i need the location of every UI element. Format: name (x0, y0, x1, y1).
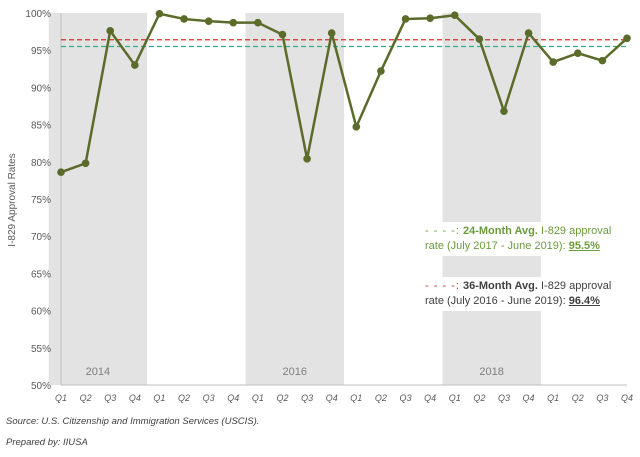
y-tick-label: 55% (31, 344, 51, 355)
x-tick-label: Q1 (153, 393, 165, 403)
y-tick-label: 100% (25, 9, 51, 20)
data-point (377, 67, 385, 75)
data-point (573, 49, 582, 57)
data-series (57, 9, 631, 177)
x-tick-label: Q3 (498, 393, 510, 403)
x-tick-label: Q3 (400, 393, 412, 403)
x-tick-label: Q3 (301, 393, 313, 403)
data-point (254, 18, 262, 27)
x-axis: Q1 Q2 Q3 Q4 Q1 Q2 Q3 Q4 Q1 Q2 Q3 Q4 Q1 Q2 Q3 Q4 Q1 Q2 Q3 Q4… (55, 384, 633, 403)
y-tick-label: 60% (31, 307, 51, 318)
x-tick-label: Q1 (55, 393, 67, 403)
legend-36-dash: - - - -: (425, 280, 460, 292)
year-band-label: 2016 (283, 366, 307, 378)
data-point (180, 15, 188, 23)
data-point (598, 56, 607, 65)
y-tick-label: 80% (31, 158, 51, 169)
x-tick-label: Q1 (449, 393, 461, 403)
data-point (303, 155, 311, 163)
x-tick-label: Q4 (424, 393, 436, 403)
y-tick-label: 85% (31, 121, 51, 132)
data-point (106, 27, 115, 35)
x-tick-label: Q4 (523, 393, 535, 403)
data-point (327, 29, 336, 37)
x-tick-label: Q3 (596, 393, 608, 403)
data-point (278, 30, 287, 39)
y-tick-label: 65% (31, 269, 51, 280)
y-axis: 50% 55% 60% 65% 70% 75% 80% 85% 90% 95% 100% (25, 9, 62, 392)
y-tick-label: 90% (31, 83, 51, 94)
x-tick-label: Q1 (350, 393, 362, 403)
approval-rate-chart: 2014 2016 2018 50% 55% 60% 65% 70% 75% 80% 85% 90%… (7, 9, 633, 403)
year-band (442, 13, 541, 385)
data-point (450, 11, 459, 20)
year-bands: 2014 2016 2018 (48, 13, 541, 385)
x-tick-label: Q2 (80, 393, 92, 403)
legend-24-dash: - - - -: (425, 225, 460, 237)
data-point (549, 58, 557, 66)
x-tick-label: Q2 (178, 393, 190, 403)
data-point (426, 14, 434, 23)
data-point (57, 168, 65, 177)
y-tick-label: 95% (31, 46, 51, 57)
legend-24-text: I-829 approval rate (July 2017 - June 20… (425, 225, 612, 252)
x-tick-label: Q2 (572, 393, 584, 403)
legend-36-value: 96.4% (568, 295, 600, 307)
x-tick-label: Q3 (104, 393, 116, 403)
x-tick-label: Q2 (276, 393, 288, 403)
series-line (60, 12, 628, 174)
data-point (623, 34, 631, 43)
x-tick-label: Q1 (547, 393, 559, 403)
x-tick-label: Q3 (203, 393, 215, 403)
data-point (204, 17, 213, 25)
data-point (524, 29, 533, 37)
x-tick-label: Q4 (227, 393, 239, 403)
x-tick-label: Q4 (621, 393, 633, 403)
data-point (352, 123, 361, 131)
data-point (81, 159, 90, 168)
legend-24-month-average: - - - -: 24-Month Avg. I-829 approval ra… (421, 222, 633, 256)
data-point (475, 35, 484, 43)
data-point (131, 61, 139, 69)
year-band-label: 2014 (86, 366, 110, 378)
data-point (229, 18, 238, 27)
y-tick-label: 50% (31, 381, 51, 392)
data-point (401, 15, 410, 23)
source-note: Source: U.S. Citizenship and Immigration… (6, 416, 260, 427)
prepared-by-note: Prepared by: IIUSA (6, 437, 88, 448)
legend-36-month-average: - - - -: 36-Month Avg. I-829 approval ra… (421, 277, 633, 311)
year-band-label: 2018 (479, 366, 503, 378)
x-tick-label: Q2 (375, 393, 387, 403)
data-point (500, 107, 508, 116)
year-band (48, 13, 148, 385)
y-axis-label: I-829 Approval Rates (7, 153, 18, 246)
legend-36-title: 36-Month Avg. (462, 280, 538, 292)
x-tick-label: Q1 (252, 393, 264, 403)
year-band (245, 13, 344, 385)
legend-36-text: I-829 approval rate (July 2016 - June 20… (425, 280, 612, 307)
y-tick-label: 75% (31, 195, 51, 206)
x-tick-label: Q4 (129, 393, 141, 403)
reference-lines (61, 39, 627, 48)
legend-24-title: 24-Month Avg. (462, 225, 538, 237)
x-tick-label: Q4 (326, 393, 338, 403)
data-point (155, 9, 164, 18)
legend-24-value: 95.5% (568, 240, 600, 252)
y-tick-label: 70% (31, 232, 51, 243)
x-tick-label: Q2 (473, 393, 485, 403)
